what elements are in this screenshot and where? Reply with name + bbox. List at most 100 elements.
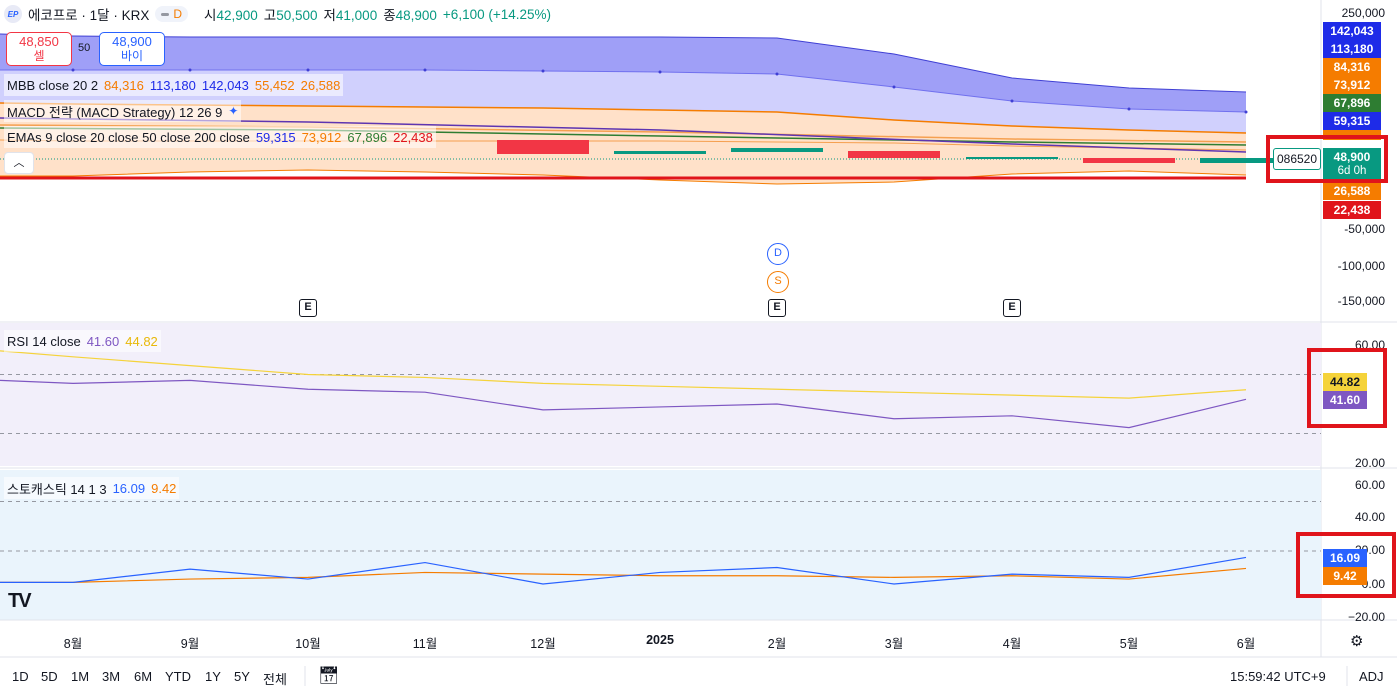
rsi-ma-line [0, 350, 1247, 399]
price-tag-mbb-lower2: 26,588 [1323, 182, 1381, 200]
ohlc-close: 종48,900 [383, 8, 437, 23]
stoch-axis-label: 0.00 [1361, 577, 1385, 591]
legend-emas[interactable]: EMAs 9 close 20 close 50 close 200 close… [4, 126, 436, 148]
stoch-axis-label: 60.00 [1354, 478, 1385, 492]
stoch-axis-label: 40.00 [1354, 510, 1385, 524]
current-ticker-label: 086520 [1273, 148, 1321, 170]
bb-dot [775, 72, 779, 76]
time-axis-label: 8월 [63, 637, 83, 651]
goto-date-calendar-icon[interactable]: 📅︎ [318, 666, 340, 685]
bb-upper-fill [0, 34, 1246, 112]
range-6m-button[interactable]: 6M [134, 669, 153, 684]
candle-up [614, 151, 706, 154]
bb-dot [1244, 110, 1248, 114]
price-axis-label: -150,000 [1337, 294, 1385, 308]
bb-upper1-line [0, 69, 1247, 113]
chart-settings-gear-icon[interactable]: ⚙ [1350, 633, 1364, 650]
earnings-event-icon[interactable]: E [768, 299, 786, 317]
rsi-line [0, 379, 1247, 429]
rsi-pane-bg [0, 323, 1321, 466]
range-3m-button[interactable]: 3M [102, 669, 121, 684]
tradingview-logo-icon[interactable]: TV [8, 590, 32, 612]
highlight-box-price [1266, 135, 1388, 183]
time-axis-label: 10월 [295, 637, 321, 651]
spread-value: 50 [78, 42, 91, 54]
candle-up [731, 148, 823, 152]
time-axis-label: 3월 [884, 637, 904, 651]
range-1m-button[interactable]: 1M [71, 669, 90, 684]
bb-lower-fill [0, 103, 1246, 184]
range-5y-button[interactable]: 5Y [234, 669, 250, 684]
bb-dot [71, 68, 75, 72]
price-axis-label: 250,000 [1341, 6, 1385, 20]
bb-upper2-line [0, 33, 1247, 93]
price-tag-mbb-upper2: 142,043 [1323, 22, 1381, 40]
bb-dot [1127, 107, 1131, 111]
time-axis-label: 5월 [1119, 637, 1139, 651]
highlight-box-stoch [1296, 532, 1396, 598]
range-ytd-button[interactable]: YTD [165, 669, 191, 684]
bb-dot [423, 68, 427, 72]
market-status-letter: D [173, 7, 183, 21]
candle-down [848, 151, 940, 158]
clock-timezone[interactable]: 15:59:42 UTC+9 [1230, 669, 1326, 684]
bb-dot [892, 85, 896, 89]
legend-macd-strategy[interactable]: MACD 전략 (MACD Strategy) 12 26 9 ✦ [4, 100, 242, 122]
legend-stochastic[interactable]: 스토캐스틱 14 1 3 16.09 9.42 [4, 477, 180, 499]
stoch-axis-label: −20.00 [1347, 610, 1385, 624]
symbol-logo: EP [4, 5, 22, 23]
symbol-title[interactable]: 에코프로 · 1달 · KRX [28, 8, 150, 23]
sell-button[interactable]: 48,850 셀 [6, 32, 72, 66]
price-tag-mbb-upper1: 113,180 [1323, 40, 1381, 58]
stoch-d-tag: 9.42 [1323, 567, 1367, 585]
candle-down [1083, 158, 1175, 163]
price-tag-ema20: 73,912 [1323, 76, 1381, 94]
rsi-axis-label: 20.00 [1354, 456, 1385, 470]
range-all-button[interactable]: 전체 [263, 672, 287, 687]
range-1y-button[interactable]: 1Y [205, 669, 221, 684]
split-event-icon[interactable]: S [767, 271, 789, 293]
ohlc-low: 저41,000 [323, 8, 378, 23]
range-1d-button[interactable]: 1D [12, 669, 29, 684]
time-axis-label: 6월 [1236, 637, 1256, 651]
candle-up [1200, 158, 1292, 163]
stoch-k-tag: 16.09 [1323, 549, 1367, 567]
market-status-pill[interactable]: D [155, 6, 189, 22]
legend-rsi[interactable]: RSI 14 close 41.60 44.82 [4, 330, 161, 352]
stoch-pane-bg [0, 470, 1321, 620]
stoch-d-line [0, 567, 1247, 583]
range-5d-button[interactable]: 5D [41, 669, 58, 684]
buy-button[interactable]: 48,900 바이 [99, 32, 165, 66]
price-tag-ema50: 67,896 [1323, 94, 1381, 112]
earnings-event-icon[interactable]: E [299, 299, 317, 317]
status-dash-icon [161, 12, 170, 16]
price-change: +6,100 (+14.25%) [442, 6, 552, 22]
dividend-event-icon[interactable]: D [767, 243, 789, 265]
highlight-box-rsi [1307, 348, 1387, 428]
price-tag-ema200: 22,438 [1323, 201, 1381, 219]
candle-down [497, 140, 589, 154]
strategy-sparkle-icon[interactable]: ✦ [228, 104, 239, 118]
symbol-header: EP 에코프로 · 1달 · KRX D 시42,900 고50,500 저41… [4, 3, 551, 25]
rsi-value-tag: 41.60 [1323, 391, 1367, 409]
bb-dot [188, 68, 192, 72]
bb-dot [1010, 99, 1014, 103]
legend-mbb[interactable]: MBB close 20 2 84,316 113,180 142,043 55… [4, 74, 344, 96]
earnings-event-icon[interactable]: E [1003, 299, 1021, 317]
current-price-tag: 48,900 6d 0h [1323, 148, 1381, 180]
candle-up [966, 157, 1058, 159]
collapse-legend-chevron-icon[interactable]: ︿ [4, 152, 34, 174]
bb-dot [306, 68, 310, 72]
bb-dot [658, 70, 662, 74]
adj-toggle[interactable]: ADJ [1359, 669, 1384, 684]
ohlc-high: 고50,500 [263, 8, 318, 23]
time-axis-label: 4월 [1002, 637, 1022, 651]
price-tag-mbb-basis: 84,316 [1323, 58, 1381, 76]
stoch-k-line [0, 556, 1247, 585]
rsi-ma-tag: 44.82 [1323, 373, 1367, 391]
time-axis-label: 2월 [767, 637, 787, 651]
time-axis-label: 9월 [180, 637, 200, 651]
bb-dot [541, 69, 545, 73]
price-axis-label: -50,000 [1344, 222, 1385, 236]
